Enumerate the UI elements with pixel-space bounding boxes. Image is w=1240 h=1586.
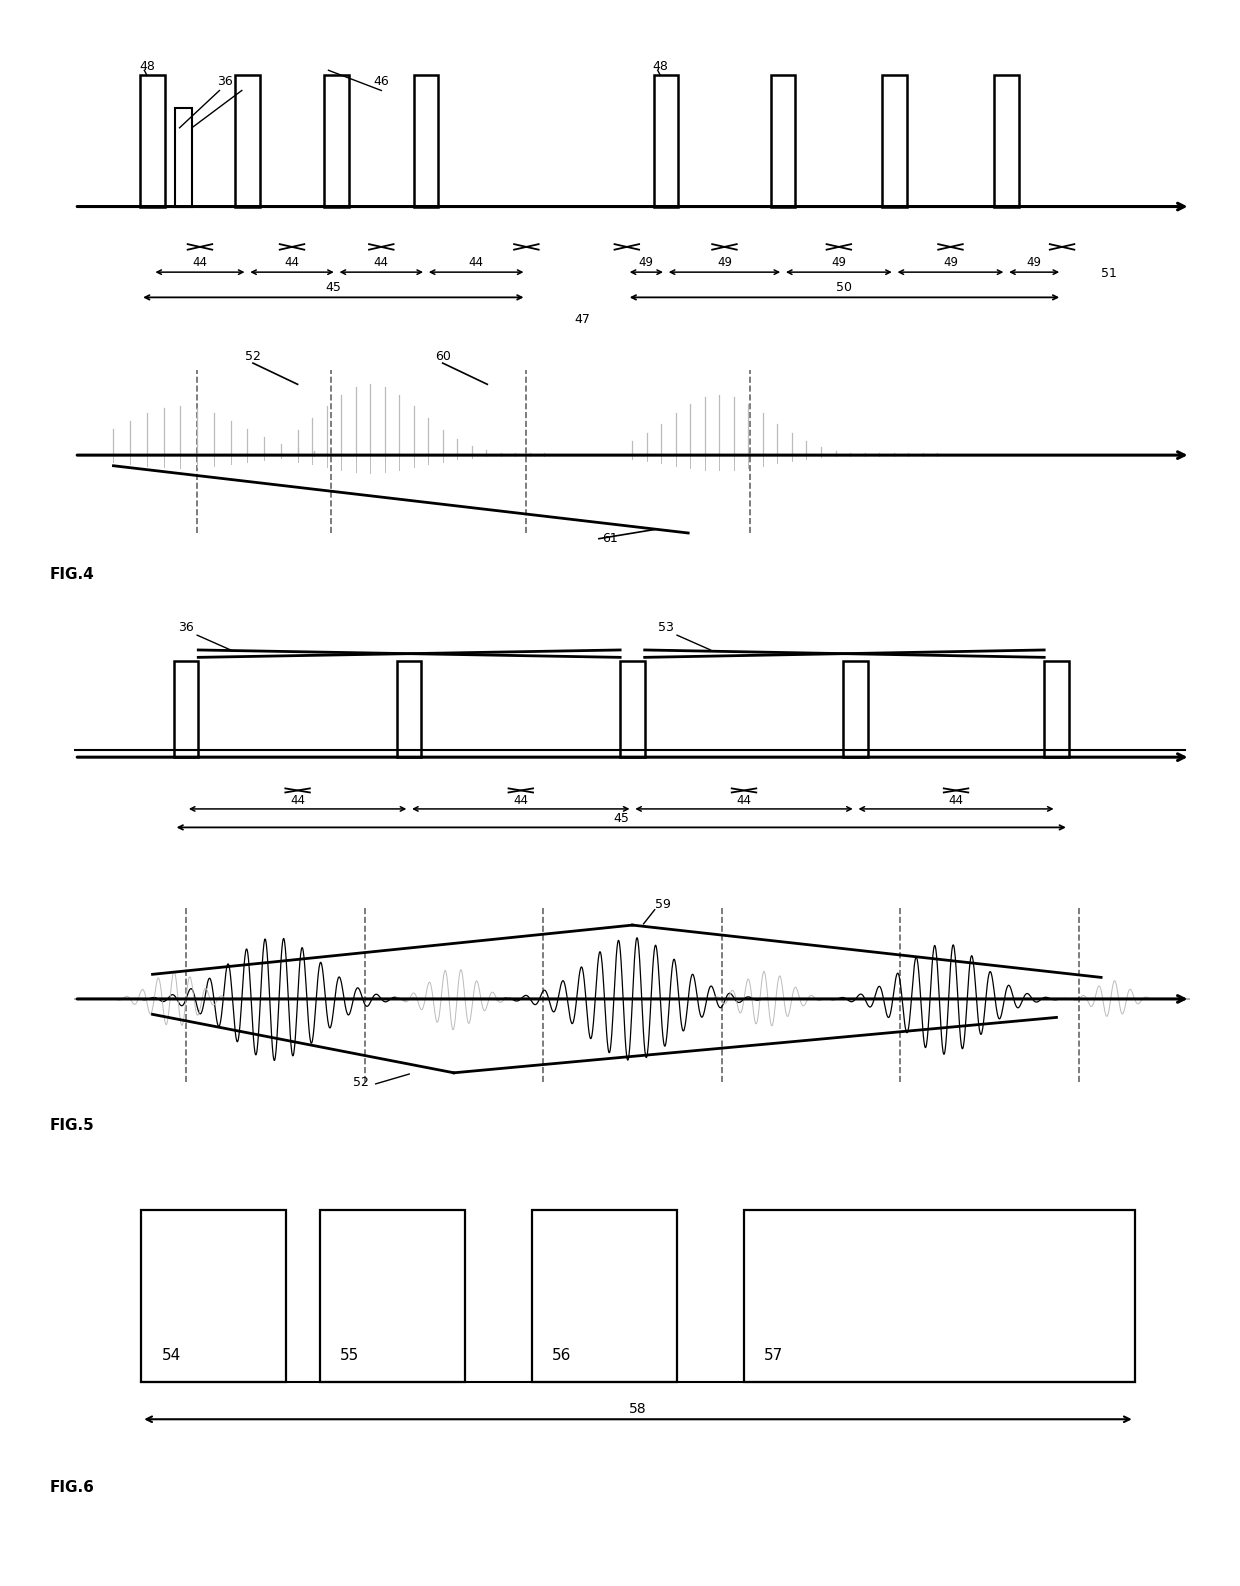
Bar	[174, 661, 198, 757]
Bar	[653, 76, 678, 206]
Bar	[397, 661, 422, 757]
Bar	[320, 1210, 465, 1383]
Text: 36: 36	[217, 76, 233, 89]
Text: 44: 44	[192, 255, 207, 270]
Text: 55: 55	[340, 1348, 360, 1362]
Text: 44: 44	[284, 255, 300, 270]
Text: 49: 49	[831, 255, 847, 270]
Bar	[236, 76, 259, 206]
Text: 60: 60	[435, 349, 450, 363]
Bar	[1044, 661, 1069, 757]
Bar	[994, 76, 1018, 206]
Bar	[771, 76, 795, 206]
Bar	[620, 661, 645, 757]
Text: 52: 52	[246, 349, 260, 363]
Text: 45: 45	[614, 812, 629, 825]
Text: 49: 49	[1027, 255, 1042, 270]
Bar	[883, 76, 906, 206]
Text: 49: 49	[942, 255, 959, 270]
Text: 52: 52	[353, 1077, 370, 1090]
Bar	[140, 76, 165, 206]
Text: 57: 57	[764, 1348, 784, 1362]
Bar	[843, 661, 868, 757]
Text: FIG.5: FIG.5	[50, 1118, 94, 1132]
Text: 49: 49	[639, 255, 653, 270]
Text: 58: 58	[629, 1402, 647, 1416]
Text: 61: 61	[603, 531, 618, 544]
Text: 44: 44	[737, 793, 751, 807]
Text: 46: 46	[373, 76, 389, 89]
Bar	[532, 1210, 677, 1383]
Bar	[744, 1210, 1135, 1383]
Text: 54: 54	[161, 1348, 181, 1362]
Text: 44: 44	[513, 793, 528, 807]
Text: FIG.4: FIG.4	[50, 568, 94, 582]
Text: 56: 56	[552, 1348, 572, 1362]
Bar	[325, 76, 348, 206]
Bar	[175, 108, 192, 206]
Text: 50: 50	[837, 281, 852, 295]
Text: 53: 53	[658, 622, 673, 634]
Bar	[141, 1210, 286, 1383]
Text: 48: 48	[139, 60, 155, 73]
Text: 51: 51	[1101, 266, 1117, 281]
Text: FIG.6: FIG.6	[50, 1480, 94, 1496]
Text: 59: 59	[655, 898, 671, 910]
Text: 44: 44	[373, 255, 389, 270]
Text: 44: 44	[469, 255, 484, 270]
Text: 44: 44	[290, 793, 305, 807]
Text: 47: 47	[574, 312, 590, 325]
Text: 49: 49	[717, 255, 732, 270]
Text: 45: 45	[325, 281, 341, 295]
Text: 36: 36	[179, 622, 193, 634]
Text: 44: 44	[949, 793, 963, 807]
Bar	[414, 76, 438, 206]
Text: 48: 48	[652, 60, 668, 73]
